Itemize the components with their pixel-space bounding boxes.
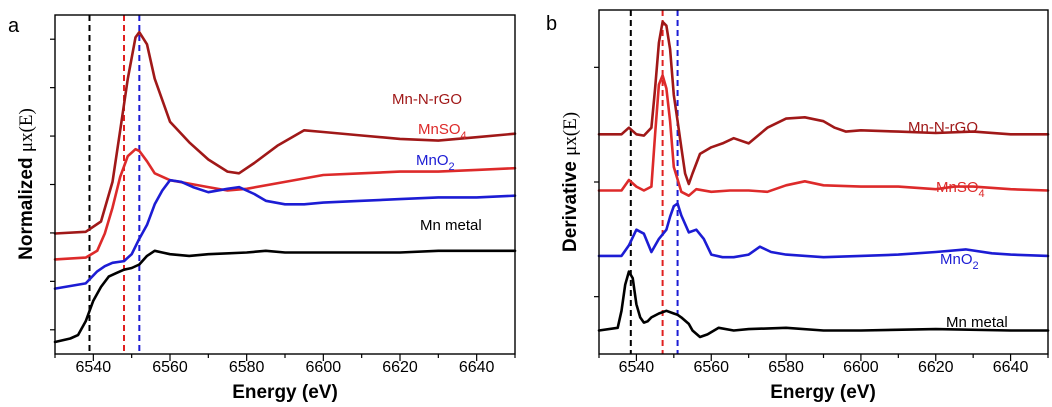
series-line-mn-n-rgo [53, 30, 517, 235]
panel-b: b 6540 6560 6580 6600 6620 6640 Energy (… [546, 9, 1050, 403]
panel-a-label: a [8, 15, 20, 37]
panel-b-x-axis-title: Energy (eV) [770, 382, 876, 403]
series-line-mn-metal [597, 270, 1050, 339]
panel-a-label-mnso4: MnSO4 [418, 121, 467, 142]
panel-b-label-mno2-sub: 2 [973, 260, 979, 272]
panel-b-xtick-label: 6620 [918, 359, 954, 376]
panel-b-label-mnso4-main: MnSO [936, 179, 979, 196]
panel-a-xtick-label: 6560 [152, 359, 188, 376]
panel-a-reference-lines [88, 15, 141, 354]
panel-b-y-axis-symbol: μx(E) [560, 112, 581, 156]
series-line-mn-metal [53, 249, 517, 344]
panel-b-label-mnso4-sub: 4 [979, 188, 985, 200]
panel-b-label-mn-n-rgo: Mn-N-rGO [908, 119, 978, 136]
series-line-mno2 [597, 202, 1050, 259]
panel-b-label-mnso4: MnSO4 [936, 179, 985, 200]
panel-a-label-mn-metal: Mn metal [420, 217, 482, 234]
panel-b-xtick-label: 6560 [693, 359, 729, 376]
panel-a-y-axis-title: Normalized μx(E) [16, 108, 37, 260]
panel-b-xtick-label: 6600 [843, 359, 879, 376]
panel-a-label-mnso4-main: MnSO [418, 121, 461, 138]
panel-a-curves [53, 30, 517, 344]
panel-a-label-mno2-sub: 2 [449, 161, 455, 173]
panel-a: a 6540 6560 6580 6600 6620 6640 Energy (… [8, 14, 517, 403]
panel-b-label-mno2: MnO2 [940, 251, 979, 272]
panel-a-label-mnso4-sub: 4 [461, 130, 467, 142]
panel-a-xtick-label: 6540 [76, 359, 112, 376]
panel-a-xtick-label: 6580 [229, 359, 265, 376]
panel-a-ticks [50, 38, 516, 361]
panel-b-y-axis-title: Derivative μx(E) [560, 112, 581, 252]
panel-b-label-mn-metal: Mn metal [946, 314, 1008, 331]
series-line-mn-n-rgo [597, 20, 1050, 186]
panel-a-y-axis-symbol: μx(E) [16, 108, 37, 152]
series-line-mno2 [53, 178, 517, 290]
panel-b-label-mno2-main: MnO [940, 251, 973, 268]
series-line-mnso4 [597, 74, 1050, 197]
panel-a-xtick-label: 6600 [306, 359, 342, 376]
panel-a-label-mno2-main: MnO [416, 152, 449, 169]
panel-a-y-axis-prefix: Normalized [16, 152, 37, 260]
panel-b-xtick-label: 6540 [619, 359, 655, 376]
panel-a-xtick-label: 6640 [459, 359, 495, 376]
panel-b-plot-frame [598, 9, 1049, 355]
panel-a-label-mn-n-rgo: Mn-N-rGO [392, 91, 462, 108]
panel-a-x-axis-title: Energy (eV) [232, 382, 338, 403]
panel-a-label-mno2: MnO2 [416, 152, 455, 173]
panel-b-xtick-label: 6640 [993, 359, 1029, 376]
panel-b-y-axis-prefix: Derivative [560, 156, 581, 252]
panel-b-curves [597, 20, 1050, 339]
panel-b-ticks [594, 66, 1049, 361]
panel-a-xtick-label: 6620 [382, 359, 418, 376]
panel-b-xtick-label: 6580 [768, 359, 804, 376]
panel-b-label: b [546, 13, 557, 35]
